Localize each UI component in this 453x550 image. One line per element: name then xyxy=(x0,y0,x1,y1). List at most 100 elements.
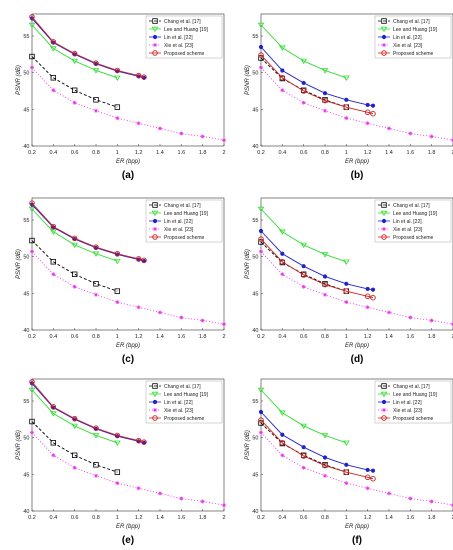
panel-a: 0.2 0.4 0.6 0.8 1 1.2 1.4 1.6 1.8 2 40 45 50 55 ER (bp… xyxy=(16,13,226,181)
data-point xyxy=(301,264,306,269)
data-point xyxy=(258,44,264,50)
x-tick-label: 1 xyxy=(116,150,119,156)
series-lee-and-huang-19 xyxy=(28,206,121,265)
x-tick-label: 0.4 xyxy=(50,334,58,340)
data-point xyxy=(279,440,286,446)
series-line xyxy=(260,54,374,115)
x-tick-label: 1.6 xyxy=(178,150,186,156)
data-point xyxy=(370,475,376,482)
data-point xyxy=(279,75,286,81)
x-tick-label: 1.4 xyxy=(156,334,164,340)
legend-label: Lin et al. [22] xyxy=(164,219,193,225)
data-point xyxy=(114,288,121,294)
y-axis-label: PSNR (dB) xyxy=(16,249,22,279)
data-point xyxy=(29,14,35,20)
x-axis-label: ER (bpp) xyxy=(116,343,140,349)
data-point xyxy=(93,281,99,287)
series-lee-and-huang-19 xyxy=(28,22,121,81)
panel-label: (a) xyxy=(122,170,134,181)
data-point xyxy=(50,46,57,52)
x-tick-label: 2 xyxy=(222,334,225,340)
data-point xyxy=(71,235,78,242)
data-point xyxy=(71,452,78,458)
x-tick-label: 2 xyxy=(451,515,453,521)
data-point xyxy=(50,75,57,81)
legend: Chang et al. [17] Lee and Huang [19] Lin e… xyxy=(145,15,223,59)
legend: Chang et al. [17] Lee and Huang [19] Lin e… xyxy=(374,380,452,424)
data-point xyxy=(135,72,142,79)
legend-label: Lin et al. [22] xyxy=(393,400,422,406)
data-point xyxy=(259,249,263,254)
x-tick-label: 1.6 xyxy=(178,515,186,521)
panel-label: (c) xyxy=(122,354,134,365)
y-tick-label: 55 xyxy=(252,399,258,405)
data-point xyxy=(301,100,306,105)
series-line xyxy=(31,202,145,261)
x-tick-label: 0.8 xyxy=(92,334,100,340)
data-point xyxy=(50,440,57,446)
data-point xyxy=(200,499,205,504)
x-tick-label: 0.6 xyxy=(300,515,308,521)
panel-label: (d) xyxy=(351,354,364,365)
y-tick-label: 45 xyxy=(252,291,258,297)
data-point xyxy=(343,259,350,265)
data-point xyxy=(71,271,78,277)
panel-e: 0.2 0.4 0.6 0.8 1 1.2 1.4 1.6 1.8 2 40 45 50 55 ER (bp… xyxy=(16,378,226,546)
legend-label: Proposed scheme xyxy=(393,416,434,422)
y-tick-label: 40 xyxy=(252,328,258,334)
data-point xyxy=(28,206,36,213)
x-tick-label: 0.2 xyxy=(28,334,36,340)
data-point xyxy=(280,251,285,256)
legend-label: Lin et al. [22] xyxy=(393,35,422,41)
legend-marker xyxy=(381,50,387,56)
x-axis-label: ER (bpp) xyxy=(345,343,369,349)
data-point xyxy=(179,496,184,501)
data-point xyxy=(114,469,121,475)
data-point xyxy=(71,415,78,422)
data-point xyxy=(408,496,413,501)
data-point xyxy=(365,467,370,473)
legend-label: Xie et al. [23] xyxy=(393,227,423,233)
data-point xyxy=(114,258,121,265)
data-point xyxy=(94,473,98,478)
data-point xyxy=(29,200,35,206)
x-tick-label: 1.4 xyxy=(385,515,393,521)
legend-marker xyxy=(152,202,158,208)
panel-label: (e) xyxy=(122,535,134,546)
series-proposed-scheme xyxy=(29,200,147,264)
legend-label: Xie et al. [23] xyxy=(164,43,194,49)
x-tick-label: 1.2 xyxy=(135,150,143,156)
x-tick-label: 1.2 xyxy=(364,150,372,156)
legend: Chang et al. [17] Lee and Huang [19] Lin e… xyxy=(374,15,452,59)
data-point xyxy=(364,109,371,116)
series-xie-et-al-23 xyxy=(259,249,453,327)
data-point xyxy=(94,292,98,297)
data-point xyxy=(301,445,306,450)
x-tick-label: 2 xyxy=(451,334,453,340)
legend-label: Chang et al. [17] xyxy=(164,19,201,25)
x-tick-label: 0.8 xyxy=(321,515,329,521)
data-point xyxy=(300,88,307,94)
data-point xyxy=(158,491,162,496)
x-tick-label: 1.6 xyxy=(178,334,186,340)
legend-label: Lin et al. [22] xyxy=(164,35,193,41)
data-point xyxy=(200,134,205,139)
legend-marker xyxy=(380,26,388,33)
data-point xyxy=(222,138,226,143)
legend-label: Lin et al. [22] xyxy=(164,400,193,406)
x-tick-label: 1 xyxy=(345,150,348,156)
data-point xyxy=(322,455,328,460)
data-point xyxy=(279,410,286,416)
x-tick-label: 1.8 xyxy=(428,515,436,521)
data-point xyxy=(141,439,147,445)
y-tick-label: 55 xyxy=(252,34,258,40)
x-tick-label: 1.4 xyxy=(385,150,393,156)
x-axis-label: ER (bpp) xyxy=(116,159,140,165)
data-point xyxy=(71,242,78,249)
x-axis-label: ER (bpp) xyxy=(116,524,140,530)
series-chang-et-al-17 xyxy=(29,418,121,475)
data-point xyxy=(279,229,286,235)
data-point xyxy=(343,288,350,294)
data-point xyxy=(365,286,370,292)
